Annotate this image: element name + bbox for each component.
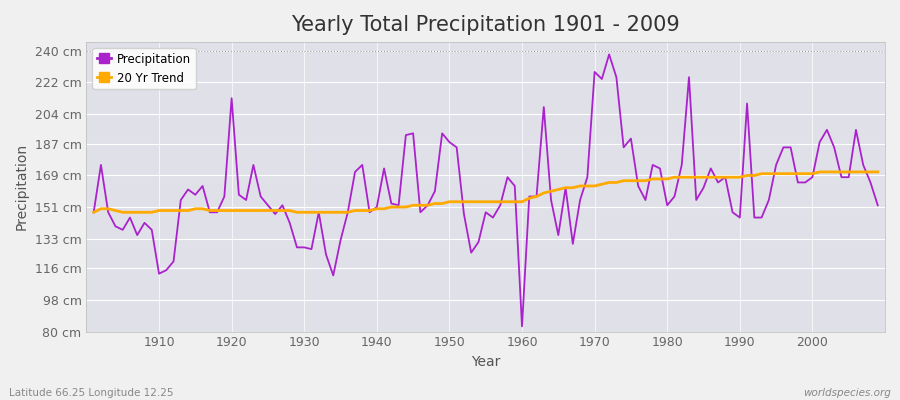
Text: worldspecies.org: worldspecies.org	[803, 388, 891, 398]
Line: Precipitation: Precipitation	[94, 54, 878, 326]
Title: Yearly Total Precipitation 1901 - 2009: Yearly Total Precipitation 1901 - 2009	[292, 15, 680, 35]
20 Yr Trend	[517, 199, 527, 204]
Line: 20 Yr Trend: 20 Yr Trend	[94, 172, 878, 212]
20 Yr Trend	[88, 210, 99, 215]
20 Yr Trend	[814, 170, 825, 174]
Precipitation	[306, 247, 317, 252]
Precipitation	[517, 324, 527, 329]
20 Yr Trend	[872, 170, 883, 174]
Precipitation	[147, 228, 158, 232]
Precipitation	[88, 210, 99, 215]
Legend: Precipitation, 20 Yr Trend: Precipitation, 20 Yr Trend	[93, 48, 196, 89]
Precipitation	[604, 52, 615, 57]
Precipitation	[618, 145, 629, 150]
20 Yr Trend	[604, 180, 615, 185]
Precipitation	[872, 203, 883, 208]
X-axis label: Year: Year	[471, 355, 500, 369]
Precipitation	[524, 194, 535, 199]
20 Yr Trend	[306, 210, 317, 215]
20 Yr Trend	[147, 210, 158, 215]
Y-axis label: Precipitation: Precipitation	[15, 143, 29, 230]
Precipitation	[349, 170, 360, 174]
Text: Latitude 66.25 Longitude 12.25: Latitude 66.25 Longitude 12.25	[9, 388, 174, 398]
20 Yr Trend	[509, 199, 520, 204]
Precipitation	[509, 184, 520, 188]
20 Yr Trend	[349, 208, 360, 213]
